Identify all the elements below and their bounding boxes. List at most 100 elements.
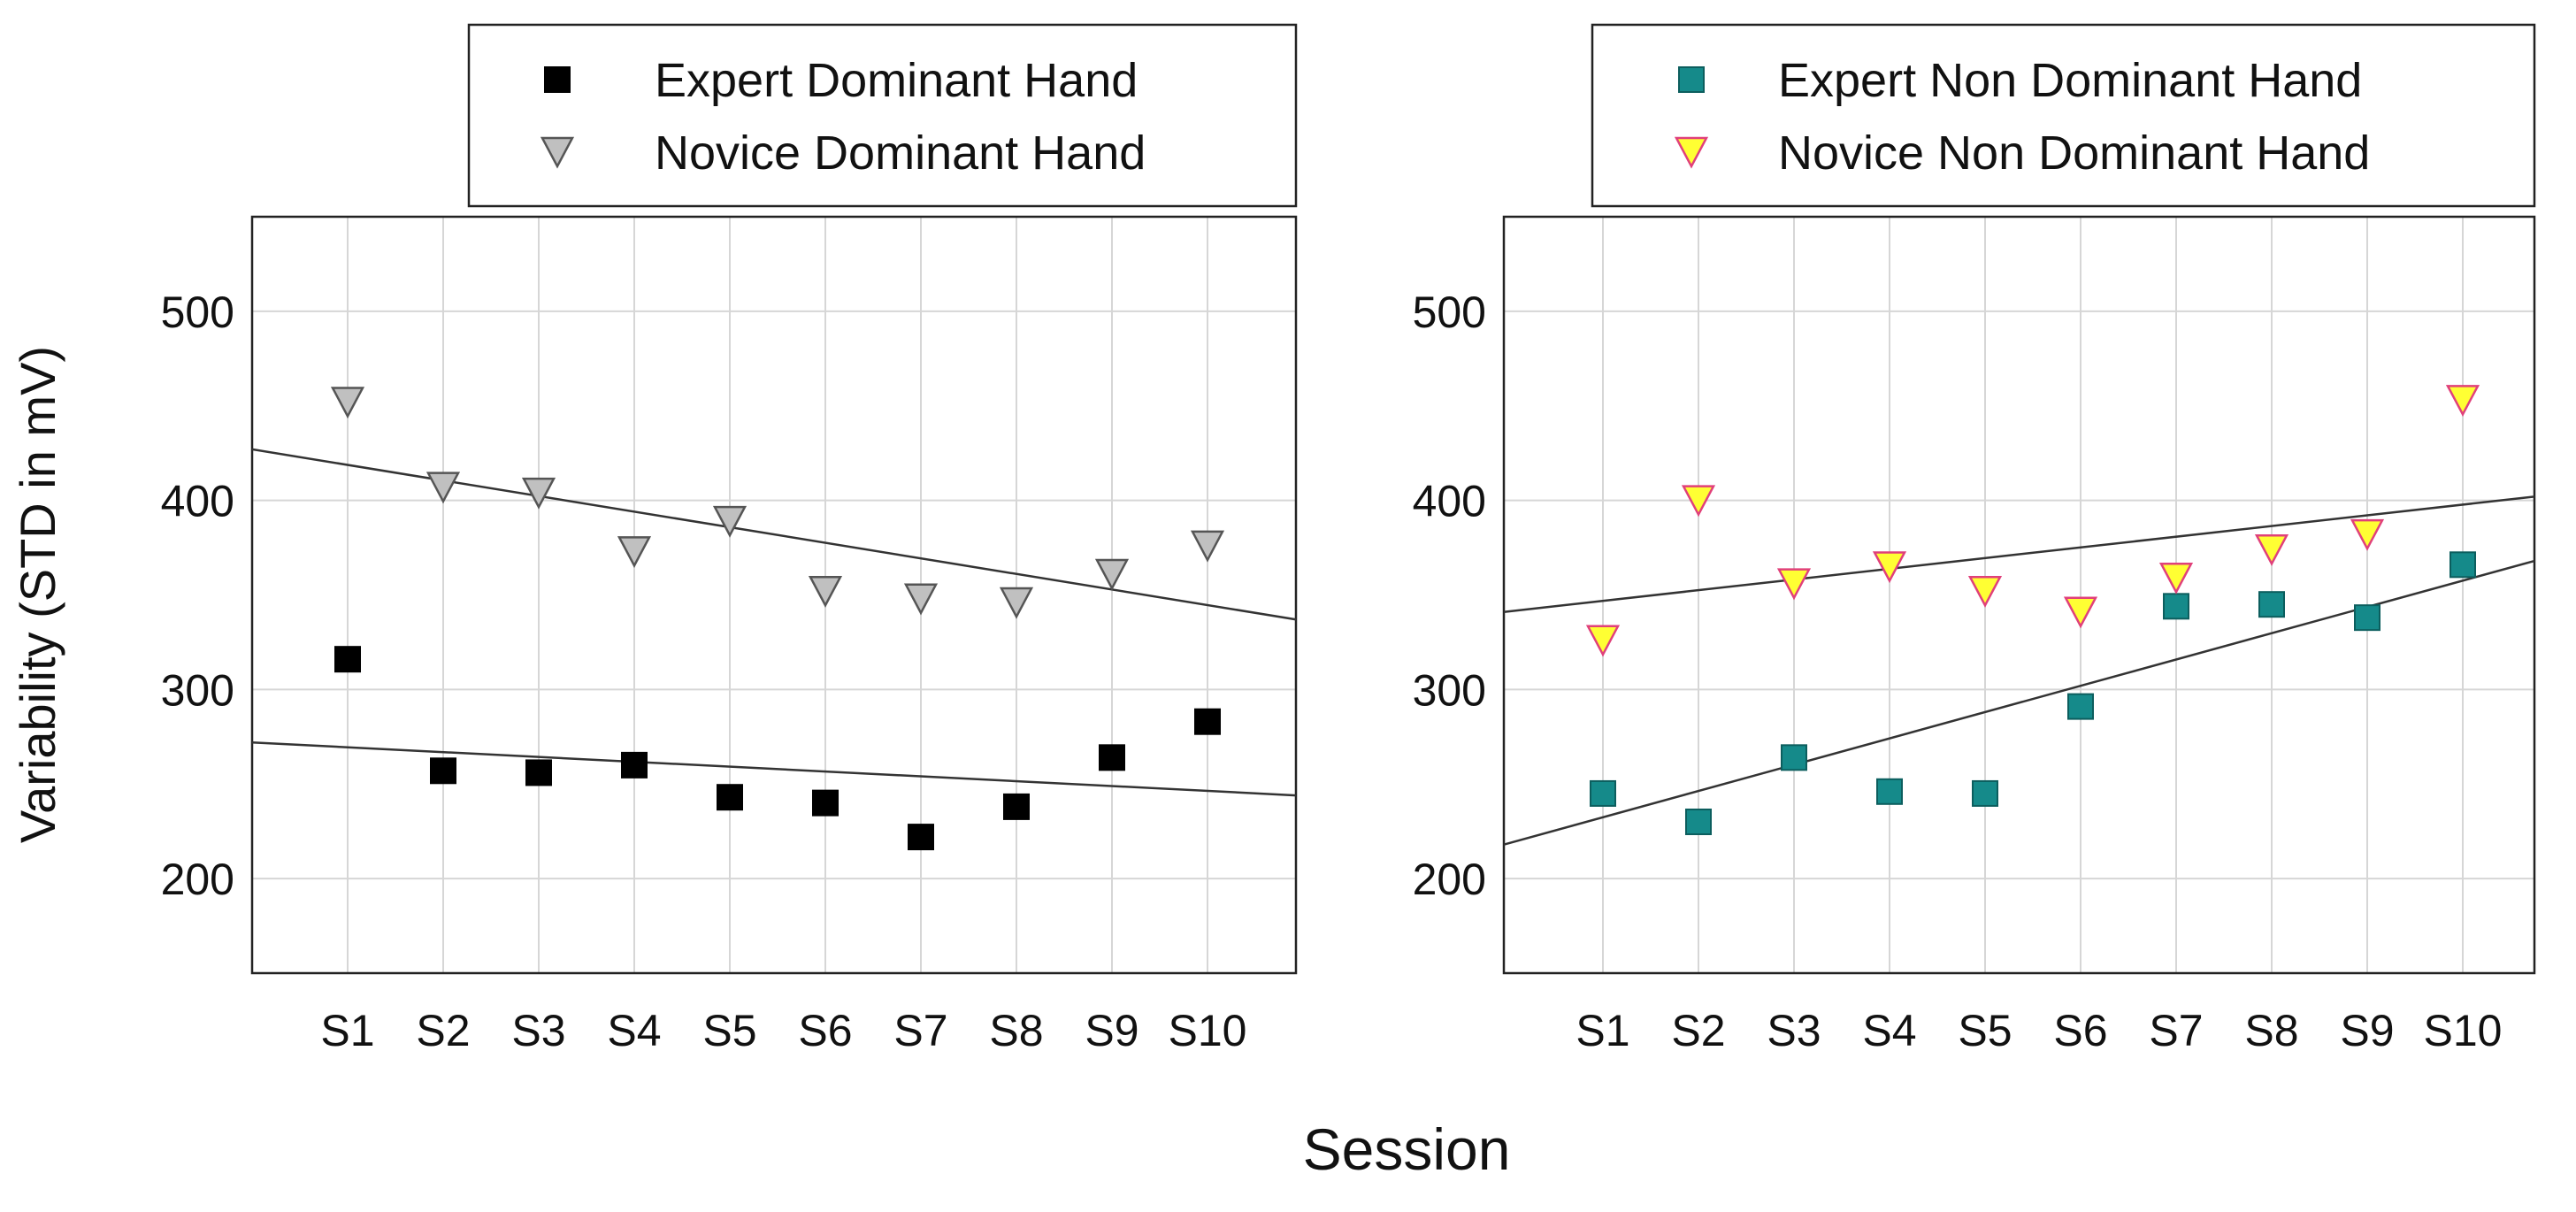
right-point-s2-S5: [1967, 575, 2003, 608]
left-point-s1-S4: [621, 751, 648, 779]
left-point-s1-S5: [717, 784, 743, 811]
right-point-s1-S3: [1781, 744, 1807, 771]
left-legend-marker-1: [544, 66, 571, 93]
left-point-s2-S3: [521, 477, 556, 510]
left-point-s2-S6: [808, 575, 843, 608]
right-point-s2-S4: [1872, 551, 1907, 584]
left-y-tick-label: 300: [161, 665, 234, 715]
right-legend-items: Expert Non Dominant Hand Novice Non Domin…: [1674, 54, 2370, 180]
right-markers: [1585, 385, 2480, 835]
right-point-s2-S6: [2063, 596, 2098, 629]
right-point-s1-S7: [2163, 593, 2189, 620]
left-point-s2-S5: [712, 505, 748, 538]
left-point-s2-S1: [330, 387, 365, 419]
left-point-s2-S2: [426, 472, 461, 504]
left-point-s2-S10: [1190, 530, 1225, 563]
left-point-s1-S9: [1099, 744, 1125, 771]
left-x-tick-label: S5: [702, 1006, 756, 1055]
left-x-tick-label: S6: [798, 1006, 852, 1055]
left-y-ticks: 200 300 400 500: [161, 288, 234, 904]
left-legend-label-2: Novice Dominant Hand: [655, 127, 1146, 180]
right-x-tick-label: S10: [2424, 1006, 2503, 1055]
left-trendline-2: [251, 448, 1297, 621]
right-point-s2-S1: [1585, 625, 1621, 657]
right-point-s2-S9: [2350, 518, 2385, 551]
left-trendlines: [251, 448, 1297, 797]
right-point-s1-S8: [2258, 591, 2285, 618]
left-trendline-1: [251, 740, 1297, 797]
left-point-s1-S7: [908, 824, 934, 851]
right-point-s2-S7: [2158, 563, 2194, 594]
left-x-tick-label: S7: [893, 1006, 947, 1055]
left-point-s1-S6: [812, 789, 839, 817]
left-point-s2-S4: [617, 536, 652, 569]
right-trendline-2: [1503, 495, 2535, 613]
left-x-tick-label: S1: [320, 1006, 374, 1055]
right-y-ticks: 200 300 400 500: [1413, 288, 1486, 904]
right-point-s2-S2: [1681, 485, 1716, 518]
left-legend-items: Expert Dominant Hand Novice Dominant Hand: [540, 54, 1146, 180]
right-y-tick-label: 500: [1413, 288, 1486, 337]
right-point-s1-S9: [2354, 604, 2380, 632]
left-legend-label-1: Expert Dominant Hand: [655, 54, 1138, 107]
left-y-tick-label: 500: [161, 288, 234, 337]
right-grid: [1504, 217, 2534, 973]
right-point-s1-S2: [1685, 809, 1712, 835]
left-point-s1-S8: [1003, 793, 1030, 820]
right-x-tick-label: S4: [1862, 1006, 1916, 1055]
left-point-s2-S9: [1094, 558, 1130, 591]
right-x-tick-label: S1: [1576, 1006, 1629, 1055]
right-legend-marker-1: [1678, 66, 1705, 93]
right-point-s1-S10: [2450, 551, 2476, 579]
right-x-tick-label: S8: [2244, 1006, 2298, 1055]
left-panel: 200 300 400 500 S1 S2 S3 S4 S5 S6 S7 S8 S9 S10 Varia…: [10, 23, 1298, 1055]
right-trendline-1: [1503, 559, 2535, 846]
right-trendlines: [1503, 495, 2535, 846]
right-y-tick-label: 300: [1413, 665, 1486, 715]
left-legend: Expert Dominant Hand Novice Dominant Hand: [467, 23, 1298, 208]
left-plot-frame: [250, 215, 1298, 975]
right-x-ticks: S1 S2 S3 S4 S5 S6 S7 S8 S9 S10: [1576, 1006, 2502, 1055]
left-x-tick-label: S2: [416, 1006, 470, 1055]
left-y-tick-label: 200: [161, 855, 234, 904]
right-point-s2-S3: [1776, 568, 1812, 601]
right-point-s2-S10: [2445, 385, 2480, 418]
right-legend-box: [1591, 23, 2536, 208]
right-plot-frame: [1502, 215, 2536, 975]
left-legend-marker-2: [540, 136, 575, 169]
left-point-s1-S10: [1194, 708, 1221, 735]
left-point-s1-S1: [334, 646, 361, 673]
left-point-s1-S3: [525, 759, 552, 786]
right-legend-label-1: Expert Non Dominant Hand: [1778, 54, 2362, 107]
left-legend-box: [467, 23, 1298, 208]
y-axis-label: Variability (STD in mV): [10, 346, 65, 843]
right-point-s1-S1: [1590, 779, 1616, 807]
right-y-tick-label: 400: [1413, 477, 1486, 526]
right-x-tick-label: S9: [2340, 1006, 2394, 1055]
left-y-tick-label: 400: [161, 477, 234, 526]
right-legend-label-2: Novice Non Dominant Hand: [1778, 127, 2370, 180]
right-point-s2-S8: [2254, 533, 2289, 566]
left-x-tick-label: S8: [989, 1006, 1043, 1055]
left-point-s1-S2: [430, 757, 456, 785]
right-x-tick-label: S6: [2053, 1006, 2107, 1055]
right-legend: Expert Non Dominant Hand Novice Non Domin…: [1591, 23, 2536, 208]
right-point-s1-S4: [1876, 778, 1903, 805]
right-x-tick-label: S5: [1958, 1006, 2012, 1055]
right-point-s1-S6: [2067, 693, 2094, 720]
x-axis-label: Session: [1303, 1116, 1511, 1182]
right-y-tick-label: 200: [1413, 855, 1486, 904]
left-x-tick-label: S10: [1169, 1006, 1247, 1055]
left-x-tick-label: S4: [607, 1006, 661, 1055]
left-point-s2-S7: [903, 583, 939, 616]
right-x-tick-label: S2: [1671, 1006, 1725, 1055]
left-markers: [330, 387, 1225, 851]
left-x-tick-label: S3: [511, 1006, 565, 1055]
right-x-tick-label: S7: [2149, 1006, 2203, 1055]
right-point-s1-S5: [1972, 779, 1998, 807]
right-panel: 200 300 400 500 S1 S2 S3 S4 S5 S6 S7 S8 S9 S10 Exper…: [1413, 23, 2536, 1055]
left-x-ticks: S1 S2 S3 S4 S5 S6 S7 S8 S9 S10: [320, 1006, 1246, 1055]
left-x-tick-label: S9: [1085, 1006, 1138, 1055]
right-legend-marker-2: [1674, 136, 1709, 169]
